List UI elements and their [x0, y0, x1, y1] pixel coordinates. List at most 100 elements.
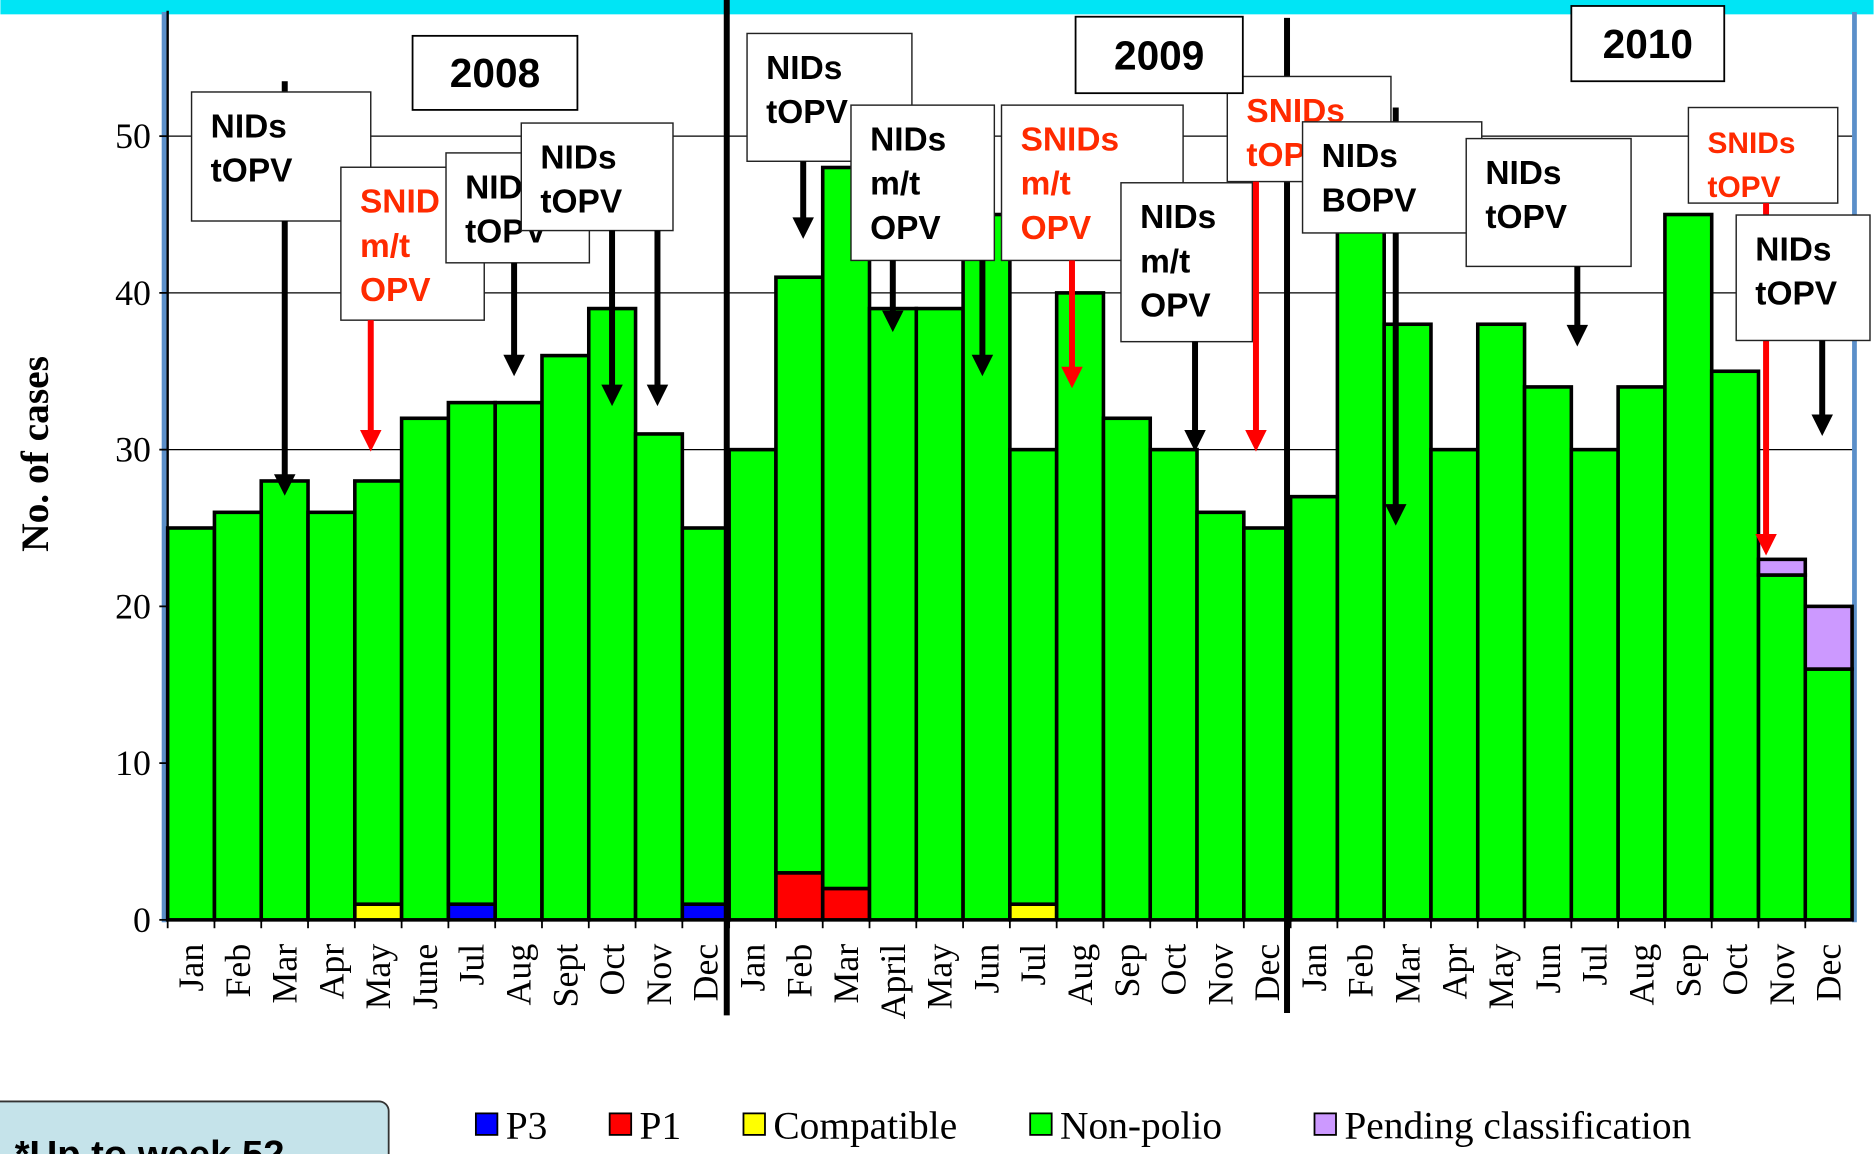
bar-segment [1756, 573, 1808, 922]
annotation-text: m/t [870, 166, 920, 203]
bar-segment [680, 526, 731, 906]
annotation-text: OPV [1021, 210, 1092, 247]
x-tick-label: Sep [1668, 944, 1708, 998]
x-tick-label: Nov [1762, 944, 1802, 1006]
bar-segment [212, 510, 264, 922]
x-tick-label: Sept [545, 944, 585, 1008]
annotation-text: tOPV [1708, 171, 1781, 204]
x-tick-label: Jul [1575, 944, 1615, 986]
arrow-head [273, 474, 296, 496]
annotation-text: tOPV [1755, 276, 1837, 313]
arrow-head [1245, 430, 1267, 452]
legend-label: Compatible [773, 1103, 957, 1147]
x-tick-label: Aug [1621, 944, 1661, 1006]
x-tick-label: May [358, 944, 398, 1010]
bar-segment [1569, 447, 1620, 922]
x-tick-label: Jan [1294, 944, 1334, 992]
bar-segment [1663, 212, 1714, 922]
bar-segment [1008, 902, 1059, 922]
arrow-head [971, 354, 994, 377]
bar-segment [306, 510, 357, 922]
x-tick-label: Jan [732, 944, 772, 992]
annotation-text: NIDs [1322, 138, 1398, 175]
bar-segment [820, 165, 872, 891]
x-tick-label: April [873, 944, 913, 1020]
footnote-box [0, 1100, 390, 1154]
y-tick-label: 0 [133, 900, 151, 940]
legend-swatch [1313, 1112, 1337, 1136]
annotation-box [850, 104, 996, 262]
legend-swatch [742, 1112, 766, 1136]
annotation-box [1687, 106, 1839, 204]
annotation-text: SNIDs [1708, 127, 1796, 160]
bar-segment [774, 275, 825, 875]
x-tick-label: May [1481, 944, 1521, 1010]
annotation-text: NIDs [1140, 199, 1216, 236]
legend-label: Pending classification [1344, 1103, 1691, 1147]
x-tick-label: Apr [311, 944, 351, 1000]
bar-segment [1101, 416, 1153, 922]
y-tick-label: 20 [115, 586, 151, 626]
annotation-text: NIDs [1755, 231, 1831, 268]
footnote: *Up to week 52 [15, 1133, 285, 1154]
bar-segment [1335, 197, 1386, 922]
bar-segment [727, 447, 778, 922]
legend-swatch [608, 1112, 633, 1136]
year-box [411, 34, 579, 111]
annotation-box [1735, 214, 1871, 342]
annotation-text: OPV [360, 272, 431, 309]
bar-segment [867, 306, 919, 922]
x-tick-label: Feb [1341, 944, 1381, 998]
x-tick-label: Nov [639, 944, 679, 1006]
y-axis-label: No. of cases [13, 356, 57, 552]
x-tick-label: Jul [452, 944, 492, 986]
bar-segment [1195, 510, 1246, 922]
bar-segment [774, 871, 825, 922]
annotation-box [520, 122, 674, 232]
annotation-text: BOPV [1322, 182, 1417, 219]
bar-segment [1803, 667, 1854, 922]
bar-segment [1054, 291, 1106, 922]
annotation-text: tOPV [766, 94, 848, 131]
bar-segment [1709, 369, 1761, 922]
year-label: 2009 [1114, 32, 1204, 78]
x-tick-label: Oct [592, 944, 632, 996]
bar-segment [1148, 447, 1199, 922]
bar-segment [1756, 557, 1808, 577]
x-tick-label: Aug [499, 944, 539, 1006]
x-tick-label: Jun [966, 944, 1006, 994]
x-tick-label: Jun [1528, 944, 1568, 994]
x-tick-label: Mar [1388, 944, 1428, 1004]
x-tick-label: Jan [171, 944, 211, 992]
legend-swatch [1029, 1112, 1053, 1136]
x-tick-label: Mar [826, 944, 866, 1004]
x-tick-label: May [920, 944, 960, 1010]
x-tick-label: Oct [1715, 944, 1755, 996]
bar-segment [820, 886, 872, 922]
legend-label: Non-polio [1060, 1103, 1222, 1147]
y-tick-label: 30 [115, 430, 151, 470]
bar-segment [493, 400, 544, 922]
annotation-text: OPV [1140, 288, 1211, 325]
x-tick-label: Dec [1247, 944, 1287, 1002]
x-tick-label: Feb [218, 944, 258, 998]
x-tick-label: Dec [686, 944, 726, 1002]
arrow-head [1061, 366, 1083, 389]
bar-segment [446, 902, 497, 922]
annotation-text: m/t [1021, 166, 1071, 203]
annotation-text: tOPV [540, 184, 622, 221]
bar-segment [1522, 385, 1574, 922]
x-tick-label: Nov [1200, 944, 1240, 1006]
annotation-text: NIDs [540, 139, 616, 176]
y-tick-label: 50 [115, 116, 151, 156]
bar-segment [1382, 322, 1433, 922]
bar-segment [353, 479, 404, 906]
bar-segment [1008, 447, 1059, 906]
annotation-text: m/t [1140, 243, 1190, 280]
legend-swatch [474, 1112, 499, 1136]
bar-segment [259, 479, 310, 922]
bar-segment [1616, 385, 1667, 922]
arrow-head [1384, 504, 1407, 526]
legend-label: P3 [506, 1103, 548, 1147]
